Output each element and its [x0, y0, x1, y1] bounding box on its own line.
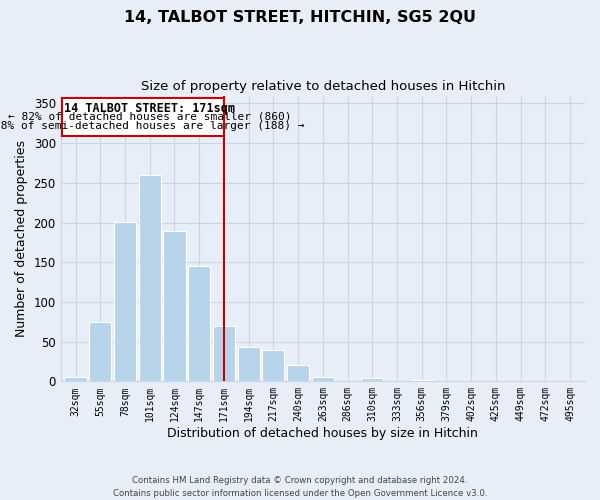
- Bar: [64, 376, 86, 382]
- Bar: [163, 230, 185, 382]
- Bar: [238, 347, 260, 382]
- Bar: [114, 222, 136, 382]
- Y-axis label: Number of detached properties: Number of detached properties: [15, 140, 28, 337]
- Text: 18% of semi-detached houses are larger (188) →: 18% of semi-detached houses are larger (…: [0, 121, 305, 131]
- Bar: [410, 380, 433, 382]
- Bar: [139, 175, 161, 382]
- FancyBboxPatch shape: [62, 98, 224, 136]
- Title: Size of property relative to detached houses in Hitchin: Size of property relative to detached ho…: [140, 80, 505, 93]
- Bar: [213, 326, 235, 382]
- Bar: [559, 380, 581, 382]
- X-axis label: Distribution of detached houses by size in Hitchin: Distribution of detached houses by size …: [167, 427, 478, 440]
- Text: Contains HM Land Registry data © Crown copyright and database right 2024.
Contai: Contains HM Land Registry data © Crown c…: [113, 476, 487, 498]
- Bar: [337, 380, 359, 382]
- Bar: [361, 378, 383, 382]
- Text: 14, TALBOT STREET, HITCHIN, SG5 2QU: 14, TALBOT STREET, HITCHIN, SG5 2QU: [124, 10, 476, 25]
- Bar: [89, 322, 112, 382]
- Bar: [312, 378, 334, 382]
- Bar: [287, 366, 309, 382]
- Text: 14 TALBOT STREET: 171sqm: 14 TALBOT STREET: 171sqm: [64, 102, 235, 115]
- Bar: [188, 266, 210, 382]
- Text: ← 82% of detached houses are smaller (860): ← 82% of detached houses are smaller (86…: [8, 112, 292, 122]
- Bar: [262, 350, 284, 382]
